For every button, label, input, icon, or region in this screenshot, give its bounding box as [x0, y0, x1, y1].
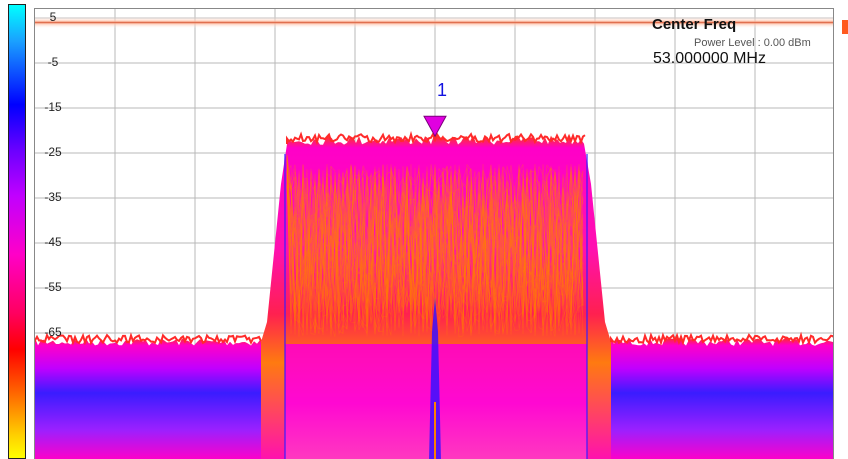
y-tick-label: -25: [44, 145, 62, 159]
trace-line: [286, 156, 584, 337]
noise-floor-edge: [35, 331, 833, 347]
marker-1[interactable]: [423, 115, 447, 138]
trace-line: [286, 164, 584, 333]
readout-title: Center Freq: [652, 16, 737, 33]
color-scale-bar: [8, 4, 26, 459]
trace-line: [286, 158, 584, 337]
trace-line: [286, 163, 584, 335]
carrier-spike: [429, 297, 441, 459]
trace-line: [286, 165, 584, 336]
y-tick-label: 5: [49, 10, 57, 24]
trace-line: [286, 155, 584, 332]
trace-line: [286, 157, 584, 335]
panel-edge-tab: [842, 20, 848, 34]
trace-line: [286, 165, 584, 337]
power-level-label: Power Level : 0.00 dBm: [694, 37, 811, 49]
trace-line: [286, 155, 584, 337]
y-tick-label: -45: [44, 235, 62, 249]
trace-line: [286, 158, 584, 337]
trace-line: [286, 164, 584, 334]
center-freq-readout: Center Freq Power Level : 0.00 dBm 53.00…: [652, 16, 832, 67]
signal-top-edge: [286, 130, 586, 146]
trace-line: [286, 164, 584, 337]
trace-line: [286, 156, 584, 334]
y-tick-label: -5: [47, 55, 59, 69]
marker-label: 1: [437, 80, 448, 100]
trace-line: [286, 164, 584, 337]
spectrum-traces: [35, 130, 833, 459]
trace-line: [286, 165, 584, 335]
trace-line: [286, 170, 584, 336]
trace-line: [286, 160, 584, 332]
y-tick-label: -35: [44, 190, 62, 204]
trace-line: [286, 179, 584, 334]
trace-line: [286, 166, 584, 337]
trace-line: [286, 165, 584, 336]
trace-line: [286, 162, 584, 333]
y-tick-label: -15: [44, 100, 62, 114]
marker-triangle[interactable]: [423, 115, 447, 138]
trace-line: [286, 164, 584, 335]
spectrum-chart: [35, 9, 833, 459]
trace-line: [286, 163, 584, 335]
trace-line: [286, 164, 584, 332]
y-tick-label: -65: [44, 325, 62, 339]
trace-line: [286, 168, 584, 331]
trace-line: [286, 165, 584, 335]
trace-line: [286, 159, 584, 335]
trace-line: [286, 165, 584, 329]
trace-line: [286, 164, 584, 337]
trace-overlay: [286, 154, 584, 338]
trace-line: [286, 167, 584, 336]
center-freq-value: 53.000000 MHz: [653, 50, 766, 67]
spectrum-plot[interactable]: [34, 8, 834, 459]
trace-line: [286, 155, 584, 333]
y-tick-label: -55: [44, 280, 62, 294]
